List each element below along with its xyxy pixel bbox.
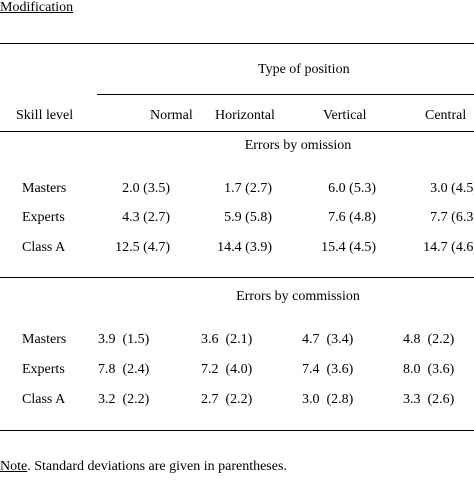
cell: 14.4 (3.9) <box>217 240 272 255</box>
cell: 5.9 (5.8) <box>224 210 272 225</box>
cell: 4.7 (3.4) <box>302 332 354 347</box>
cell: 7.6 (4.8) <box>328 210 376 225</box>
rule <box>0 430 474 431</box>
cell: 14.7 (4.6) <box>423 240 474 255</box>
cell: 7.4 (3.6) <box>302 362 354 377</box>
column-header: Horizontal <box>215 108 275 123</box>
rule <box>97 94 474 95</box>
cell: 3.6 (2.1) <box>201 332 253 347</box>
cell: 6.0 (5.3) <box>328 181 376 196</box>
cell: 12.5 (4.7) <box>115 240 170 255</box>
cell: 3.9 (1.5) <box>98 332 150 347</box>
cell: 4.3 (2.7) <box>122 210 170 225</box>
row-label: Class A <box>22 240 66 255</box>
column-header: Central <box>425 108 467 123</box>
rule <box>0 277 474 278</box>
group-header: Type of position <box>258 62 350 77</box>
rule <box>0 131 474 132</box>
cell: 7.8 (2.4) <box>98 362 150 377</box>
column-header: Vertical <box>323 108 367 123</box>
note-label: Note <box>0 459 28 474</box>
cell: 15.4 (4.5) <box>321 240 376 255</box>
row-label: Experts <box>22 210 65 225</box>
cell: 3.3 (2.6) <box>403 392 455 407</box>
cell: 3.2 (2.2) <box>98 392 150 407</box>
note-text: . Standard deviations are given in paren… <box>27 459 287 474</box>
row-header: Skill level <box>16 108 74 123</box>
row-label: Experts <box>22 362 65 377</box>
row-label: Class A <box>22 392 66 407</box>
note: Note. Standard deviations are given in p… <box>0 459 287 475</box>
cell: 8.0 (3.6) <box>403 362 455 377</box>
cell: 2.0 (3.5) <box>122 181 170 196</box>
rule <box>0 43 474 44</box>
cell: 3.0 (2.8) <box>302 392 354 407</box>
cell: 7.2 (4.0) <box>201 362 253 377</box>
section-title: Errors by omission <box>244 138 352 153</box>
cell: 4.8 (2.2) <box>403 332 455 347</box>
title: Modification <box>0 0 74 15</box>
section-title: Errors by commission <box>236 289 360 304</box>
row-label: Masters <box>22 181 67 196</box>
row-label: Masters <box>22 332 67 347</box>
cell: 3.0 (4.5) <box>430 181 474 196</box>
cell: 1.7 (2.7) <box>224 181 272 196</box>
cell: 7.7 (6.3) <box>430 210 474 225</box>
cell: 2.7 (2.2) <box>201 392 253 407</box>
column-header: Normal <box>150 108 193 123</box>
